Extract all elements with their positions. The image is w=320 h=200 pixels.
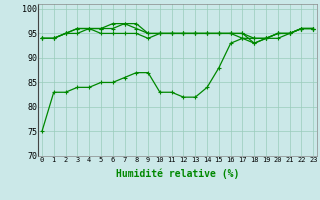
X-axis label: Humidité relative (%): Humidité relative (%): [116, 169, 239, 179]
